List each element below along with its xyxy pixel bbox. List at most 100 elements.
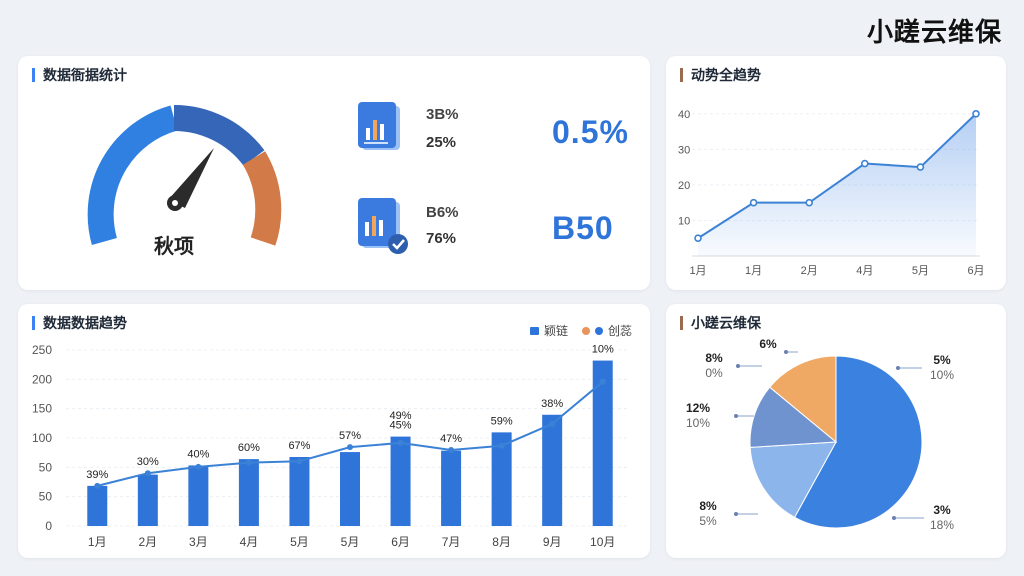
- bars-x-tick: 7月: [442, 535, 461, 549]
- pie-leader-dot: [734, 414, 738, 418]
- legend-item-bars[interactable]: 颖链: [529, 322, 568, 339]
- bars-trend-point: [195, 463, 202, 470]
- trend-x-tick: 6月: [967, 265, 984, 277]
- bar-line-chart: 250 200 150 100 50 50 0 1月 39% 2月 30% 3月 40% 4月 60% 5月 6…: [32, 343, 628, 549]
- bar-data-label: 39%: [86, 469, 108, 481]
- bar-extra-label: 49%: [390, 410, 412, 422]
- bar-data-label: 67%: [288, 440, 310, 452]
- trend-y-tick: 40: [678, 109, 690, 121]
- report-icon: [358, 102, 400, 150]
- gauge-arc-orange: [242, 151, 282, 246]
- trend-point: [916, 163, 925, 171]
- bars-trend-point: [94, 482, 101, 489]
- bar-data-label: 38%: [541, 398, 563, 410]
- bars-x-tick: 10月: [590, 535, 615, 549]
- trend-y-tick: 30: [678, 144, 690, 156]
- trend-point: [749, 198, 758, 207]
- bar: [491, 432, 512, 526]
- bars-x-tick: 9月: [543, 535, 562, 549]
- bar-data-label: 60%: [238, 442, 260, 454]
- trend-area-chart: 40 30 20 10 1月 1月 2月 4月 5月 6月: [678, 109, 985, 277]
- trend-x-tick: 5月: [912, 265, 929, 277]
- trend-point: [861, 159, 869, 168]
- bar: [542, 414, 563, 526]
- trend-line: [697, 113, 977, 240]
- bar-data-label: 59%: [491, 415, 513, 427]
- pie-slice: [749, 386, 838, 448]
- trend-x-tick: 4月: [856, 265, 873, 277]
- trend-area: [698, 113, 976, 257]
- pie-callout-secondary: 10%: [930, 368, 954, 382]
- trend-point: [694, 234, 702, 243]
- trend-point: [805, 198, 813, 207]
- bar: [441, 450, 462, 526]
- pie-leader-dot: [892, 516, 896, 520]
- pie-callout-primary: 5%: [933, 353, 951, 367]
- bars-x-tick: 5月: [290, 535, 309, 549]
- bars-card-title: 数据数据趋势: [32, 316, 127, 330]
- trend-card: 动势全趋势 40 30 20 10 1月 1月 2月 4月 5月 6月: [666, 56, 1006, 290]
- pie-slice: [769, 355, 837, 444]
- pie-callout-secondary: 18%: [930, 518, 954, 532]
- trend-x-tick: 2月: [801, 265, 818, 277]
- trend-x-tick: 1月: [689, 265, 706, 277]
- bars-x-tick: 1月: [88, 535, 107, 549]
- bars-y-tick: 0: [45, 519, 52, 533]
- bars-trend-point: [245, 459, 252, 466]
- pie-leader-dot: [896, 366, 900, 370]
- trend-point: [972, 109, 980, 118]
- bars-trend-point: [498, 442, 505, 449]
- legend-label-line: 创蕊: [607, 324, 632, 338]
- legend-dot-blue: [594, 326, 603, 335]
- stats-card: 数据衙据统计 秋项 3B% 25% 0.5% B6% 76% B50: [18, 56, 650, 290]
- bars-trend-point: [347, 444, 353, 451]
- bars-trend-point: [448, 446, 455, 453]
- pie-card: 小蹉云维保 8% 0% 6% 12% 10% 8% 5% 5% 10% 3% 18%: [666, 304, 1006, 558]
- bar-data-label: 40%: [187, 448, 209, 460]
- stat-big-value-2: B50: [552, 210, 614, 246]
- pie-slice: [793, 355, 923, 529]
- pie-leader-dot: [736, 364, 740, 368]
- stat-pct-top-2: B6%: [426, 204, 459, 221]
- bar: [289, 457, 310, 526]
- bars-x-tick: 2月: [138, 535, 157, 549]
- bar: [238, 459, 259, 526]
- trend-y-tick: 10: [678, 215, 690, 227]
- bars-y-tick: 200: [32, 372, 52, 386]
- gauge-label: 秋项: [154, 236, 194, 258]
- pie-callout-primary: 6%: [759, 337, 777, 351]
- bars-trend-point: [549, 420, 556, 427]
- bars-y-tick: 150: [32, 402, 52, 416]
- bar-data-label: 30%: [137, 456, 159, 468]
- bar: [340, 452, 360, 526]
- document-check-icon: [358, 198, 408, 254]
- bars-x-tick: 4月: [240, 535, 259, 549]
- bars-trend-point: [144, 470, 151, 477]
- pie-callout-primary: 12%: [686, 401, 710, 415]
- bars-trend-point: [296, 458, 303, 465]
- legend-label-bars: 颖链: [543, 324, 568, 338]
- bar: [87, 485, 108, 526]
- gauge-needle: [167, 148, 214, 211]
- pie-slice: [749, 441, 837, 519]
- legend-item-line[interactable]: 创蕊: [581, 322, 632, 339]
- pie-leader-dot: [734, 512, 738, 516]
- stat-pct-bottom-1: 25%: [426, 134, 457, 151]
- gauge-arcs: [87, 105, 282, 246]
- gauge-arc-blue: [87, 105, 178, 246]
- pie-leader-dot: [784, 350, 788, 354]
- gauge-arc-darkblue: [173, 105, 265, 167]
- bar-data-label: 45%: [390, 420, 412, 432]
- stats-card-title: 数据衙据统计: [32, 68, 127, 82]
- bars-x-tick: 3月: [189, 535, 208, 549]
- pie-callout-primary: 3%: [933, 503, 951, 517]
- bars-x-tick: 8月: [492, 535, 511, 549]
- pie-callout-secondary: 5%: [699, 514, 717, 528]
- trend-x-tick: 1月: [745, 265, 762, 277]
- bars-y-tick: 50: [39, 460, 53, 474]
- legend-dot-orange: [581, 326, 590, 335]
- bars-y-tick: 250: [32, 343, 52, 357]
- bars-card: 数据数据趋势 颖链 创蕊 250 200 150 100 50 50 0 1月 39% 2月 30%…: [18, 304, 650, 558]
- bar: [137, 474, 158, 526]
- bars-trend-point: [599, 378, 606, 385]
